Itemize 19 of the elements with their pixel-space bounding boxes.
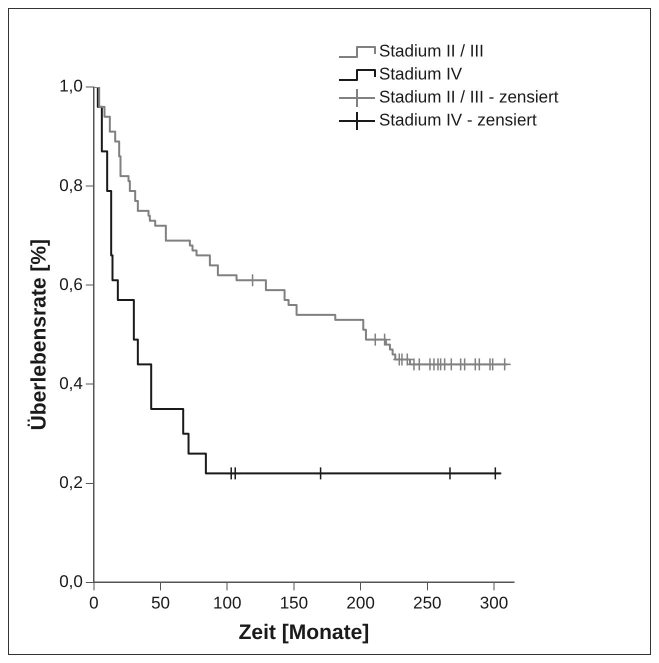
y-axis-title: Überlebensrate [%] xyxy=(27,239,50,430)
y-tick-label: 0,8 xyxy=(59,176,83,195)
y-tick-label: 0,4 xyxy=(59,374,83,393)
x-tick-label: 0 xyxy=(89,593,99,612)
x-tick-label: 250 xyxy=(413,593,442,612)
y-tick-label: 0,6 xyxy=(59,274,83,294)
legend-label: Stadium IV xyxy=(379,64,463,84)
x-tick-label: 100 xyxy=(213,593,242,612)
legend-label: Stadium II / III - zensiert xyxy=(379,88,559,107)
x-tick-label: 200 xyxy=(346,593,375,612)
y-tick-label: 1,0 xyxy=(59,76,83,96)
x-tick-label: 150 xyxy=(280,593,308,612)
x-tick-label: 300 xyxy=(480,593,508,612)
y-tick-label: 0,0 xyxy=(59,572,83,592)
legend-label: Stadium IV - zensiert xyxy=(379,110,538,130)
x-axis-title: Zeit [Monate] xyxy=(238,621,370,644)
y-tick-label: 0,2 xyxy=(59,473,83,492)
legend-label: Stadium II / III xyxy=(379,42,484,61)
x-tick-label: 50 xyxy=(151,593,170,612)
